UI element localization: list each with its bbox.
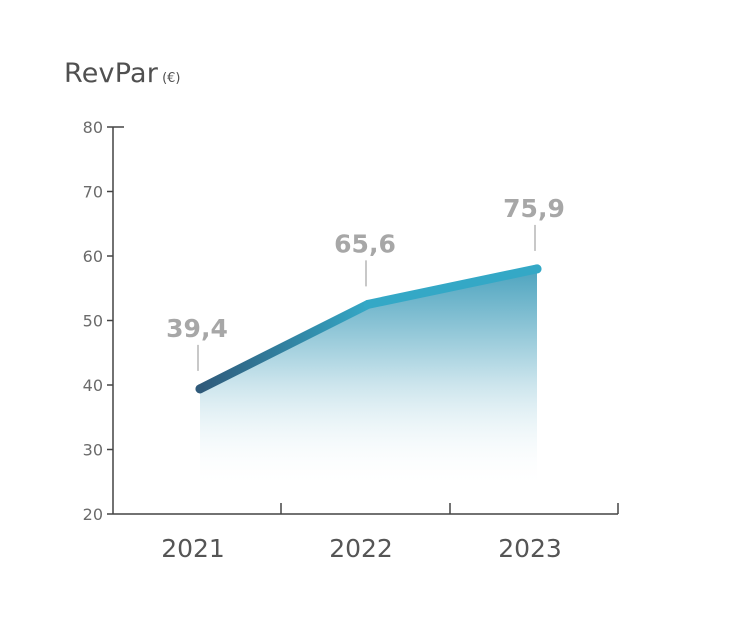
line-layer xyxy=(195,264,542,394)
data-point xyxy=(195,384,205,394)
y-tick-label: 30 xyxy=(83,441,103,460)
y-tick-label: 70 xyxy=(83,183,103,202)
area-fill xyxy=(200,268,537,488)
data-label: 65,6 xyxy=(334,229,396,258)
chart-title-unit: (€) xyxy=(162,71,181,86)
data-label: 75,9 xyxy=(503,194,565,223)
labels: 39,4 65,6 75,9 xyxy=(166,194,565,371)
x-category-label: 2022 xyxy=(329,534,393,563)
y-tick-label: 50 xyxy=(83,312,103,331)
area-layer xyxy=(200,268,537,488)
x-category-label: 2021 xyxy=(161,534,225,563)
y-tick-label: 40 xyxy=(83,376,103,395)
y-tick-label: 60 xyxy=(83,247,103,266)
chart-title: RevPar (€) xyxy=(64,58,180,89)
x-category-label: 2023 xyxy=(498,534,562,563)
axes: 20 30 40 50 60 70 80 2021 2022 2023 xyxy=(83,118,619,563)
chart-title-text: RevPar xyxy=(64,58,159,89)
data-point xyxy=(363,299,373,309)
y-tick-label: 20 xyxy=(83,505,103,524)
data-point xyxy=(532,264,542,274)
data-label: 39,4 xyxy=(166,314,228,343)
y-tick-label: 80 xyxy=(83,118,103,137)
